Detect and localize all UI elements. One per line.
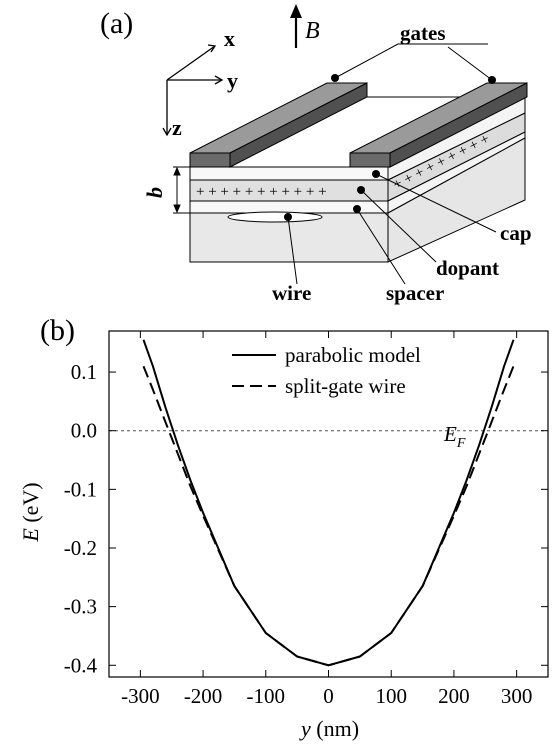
- x-axis-title: y (nm): [299, 716, 359, 741]
- wire-label: wire: [272, 281, 311, 305]
- series-split-gate-wire: [142, 365, 515, 667]
- wire-cross-section: [227, 211, 323, 223]
- magnetic-field-arrow-icon: [290, 4, 302, 48]
- z-axis-label: z: [172, 115, 182, 140]
- panel-b-label: (b): [40, 314, 75, 347]
- legend: parabolic model split-gate wire: [232, 343, 421, 398]
- legend-splitgate-label: split-gate wire: [285, 374, 406, 398]
- y-tick-label: 0.0: [71, 419, 97, 443]
- legend-parabolic-label: parabolic model: [285, 343, 421, 367]
- panel-a: (a) x y z B: [100, 4, 532, 305]
- x-tick-label: 200: [438, 684, 470, 708]
- thickness-indicator: [173, 166, 190, 214]
- y-tick-label: -0.4: [64, 653, 98, 677]
- x-tick-label: -300: [121, 684, 160, 708]
- dopant-plus-front: + + + + + + + + + + +: [196, 184, 327, 200]
- gates-label: gates: [400, 21, 446, 45]
- y-axis-label: y: [227, 68, 238, 93]
- x-tick-label: 100: [375, 684, 407, 708]
- gates: [189, 82, 528, 168]
- cap-label: cap: [500, 221, 532, 245]
- y-tick-label: -0.2: [64, 536, 97, 560]
- x-tick-label: -100: [247, 684, 286, 708]
- x-axis-label: x: [224, 26, 235, 51]
- plot-area: -300 -200 -100 0 100 200 300 -0.4 -0.3 -0.2 -0.1 0.…: [64, 330, 549, 708]
- thickness-label: b: [142, 187, 167, 198]
- x-tick-label: 0: [323, 684, 334, 708]
- x-tick-label: -200: [184, 684, 223, 708]
- coordinate-axes: [162, 44, 224, 137]
- y-tick-label: -0.3: [64, 595, 97, 619]
- heterostructure: [189, 96, 526, 263]
- y-axis-title: E (eV): [18, 482, 43, 542]
- panel-a-label: (a): [100, 7, 133, 40]
- y-tick-label: 0.1: [71, 360, 97, 384]
- callouts: [287, 43, 497, 285]
- fermi-label: EF: [443, 422, 466, 451]
- callout-dots: [284, 74, 496, 221]
- field-label: B: [305, 18, 320, 44]
- x-tick-label: 300: [501, 684, 533, 708]
- y-tick-label: -0.1: [64, 477, 97, 501]
- spacer-label: spacer: [386, 281, 444, 305]
- panel-b: (b) -300 -200 -100 0 100 200 300 -0.4 -0.3 -0.2 -0…: [18, 314, 549, 741]
- dopant-label: dopant: [436, 256, 499, 280]
